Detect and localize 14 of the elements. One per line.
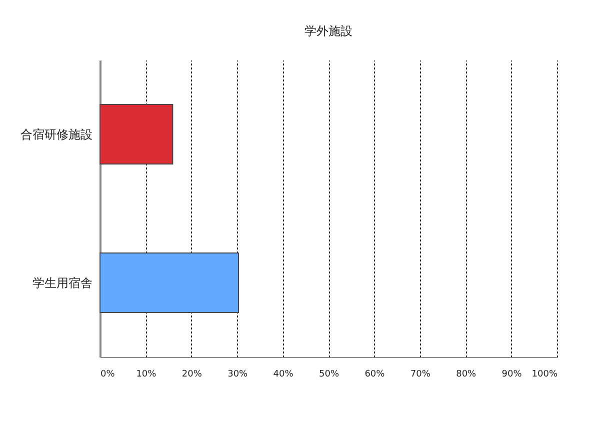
x-tick-label: 10% — [136, 370, 157, 380]
x-tick-label: 90% — [502, 370, 522, 380]
y-tick-label: 合宿研修施設 — [20, 127, 92, 142]
x-tick-label: 30% — [228, 370, 248, 380]
x-tick-label: 70% — [410, 370, 431, 380]
x-tick-label: 20% — [182, 370, 202, 380]
x-tick-label: 100% — [532, 370, 558, 380]
x-tick-label: 40% — [273, 370, 294, 380]
chart-title: 学外施設 — [304, 24, 352, 38]
y-tick-label: 学生用宿舎 — [32, 276, 92, 290]
x-tick-label: 60% — [364, 370, 386, 380]
x-tick-label: 50% — [318, 370, 340, 380]
x-tick-label: 0% — [100, 370, 116, 380]
x-tick-label: 80% — [456, 370, 477, 380]
